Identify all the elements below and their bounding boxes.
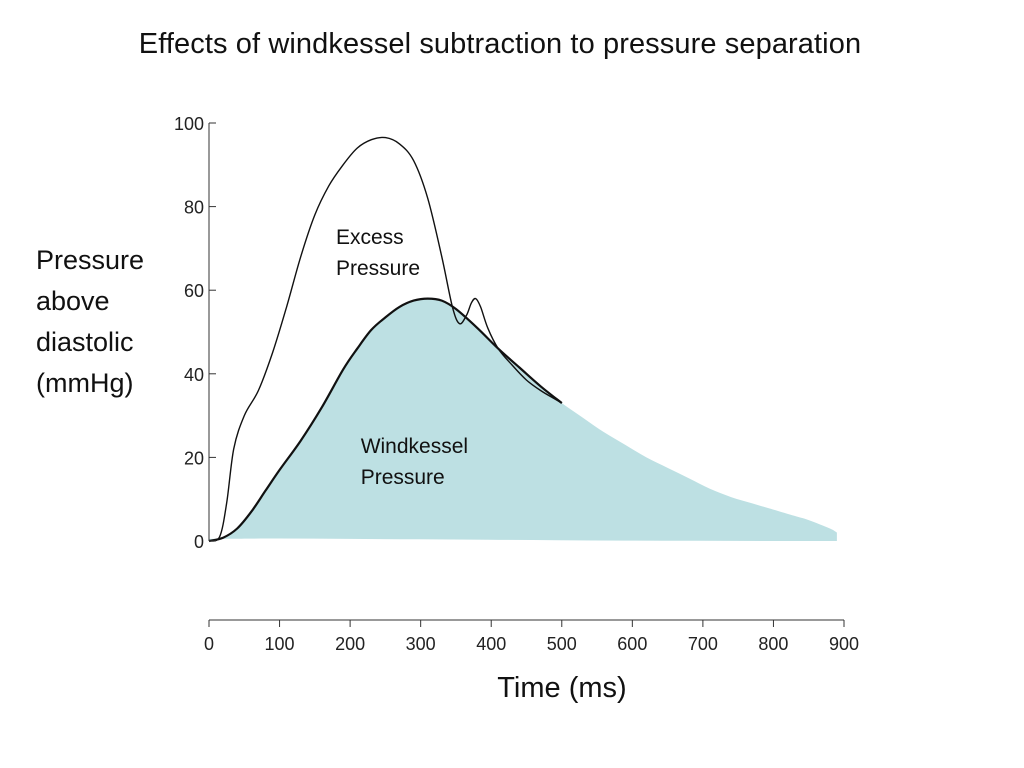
y-tick-label: 20 bbox=[184, 448, 204, 468]
x-tick-label: 0 bbox=[204, 634, 214, 654]
x-tick-label: 700 bbox=[688, 634, 718, 654]
annotation-line: Windkessel bbox=[361, 435, 468, 458]
y-tick-label: 80 bbox=[184, 198, 204, 218]
chart-annotation: Windkessel Pressure bbox=[361, 435, 468, 489]
x-tick-label: 500 bbox=[547, 634, 577, 654]
annotation-line: Pressure bbox=[336, 257, 420, 280]
y-axis-title-line: diastolic bbox=[36, 327, 134, 357]
x-tick-label: 900 bbox=[829, 634, 859, 654]
line-layer bbox=[208, 136, 563, 543]
y-axis-title-line: above bbox=[36, 286, 110, 316]
y-tick-label: 100 bbox=[174, 114, 204, 134]
y-tick-label: 0 bbox=[194, 532, 204, 552]
annotation-layer: Excess Pressure Windkessel Pressure bbox=[336, 226, 468, 489]
x-tick-label: 200 bbox=[335, 634, 365, 654]
y-axis-title: Pressure above diastolic (mmHg) bbox=[36, 240, 166, 404]
area-layer bbox=[209, 298, 837, 541]
y-axis-title-line: (mmHg) bbox=[36, 368, 134, 398]
annotation-line: Excess bbox=[336, 226, 404, 249]
axis-layer: 0 20 40 60 80 100 0 100 200 300 400 500 600 700 800 900 bbox=[174, 114, 859, 654]
x-tick-label: 800 bbox=[758, 634, 788, 654]
x-tick-label: 300 bbox=[406, 634, 436, 654]
annotation-line: Pressure bbox=[361, 466, 445, 489]
y-tick-label: 60 bbox=[184, 281, 204, 301]
y-tick-label: 40 bbox=[184, 365, 204, 385]
chart-annotation: Excess Pressure bbox=[336, 226, 420, 280]
x-tick-label: 600 bbox=[617, 634, 647, 654]
x-axis-title: Time (ms) bbox=[497, 672, 627, 704]
x-tick-label: 100 bbox=[265, 634, 295, 654]
slide-title: Effects of windkessel subtraction to pre… bbox=[138, 28, 862, 60]
y-axis-title-line: Pressure bbox=[36, 245, 145, 275]
windkessel-pressure-line bbox=[208, 297, 563, 543]
x-tick-label: 400 bbox=[476, 634, 506, 654]
windkessel-area bbox=[209, 298, 837, 541]
